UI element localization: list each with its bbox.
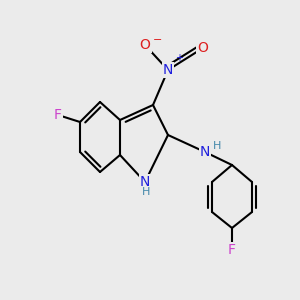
Text: N: N — [140, 175, 150, 189]
Text: +: + — [175, 53, 183, 63]
Text: O: O — [198, 41, 208, 55]
Text: H: H — [213, 141, 221, 151]
Text: F: F — [54, 108, 62, 122]
Text: N: N — [163, 63, 173, 77]
Text: −: − — [153, 35, 162, 45]
Text: N: N — [200, 145, 210, 159]
Text: O: O — [140, 38, 150, 52]
Text: F: F — [228, 243, 236, 257]
Text: H: H — [142, 187, 150, 197]
